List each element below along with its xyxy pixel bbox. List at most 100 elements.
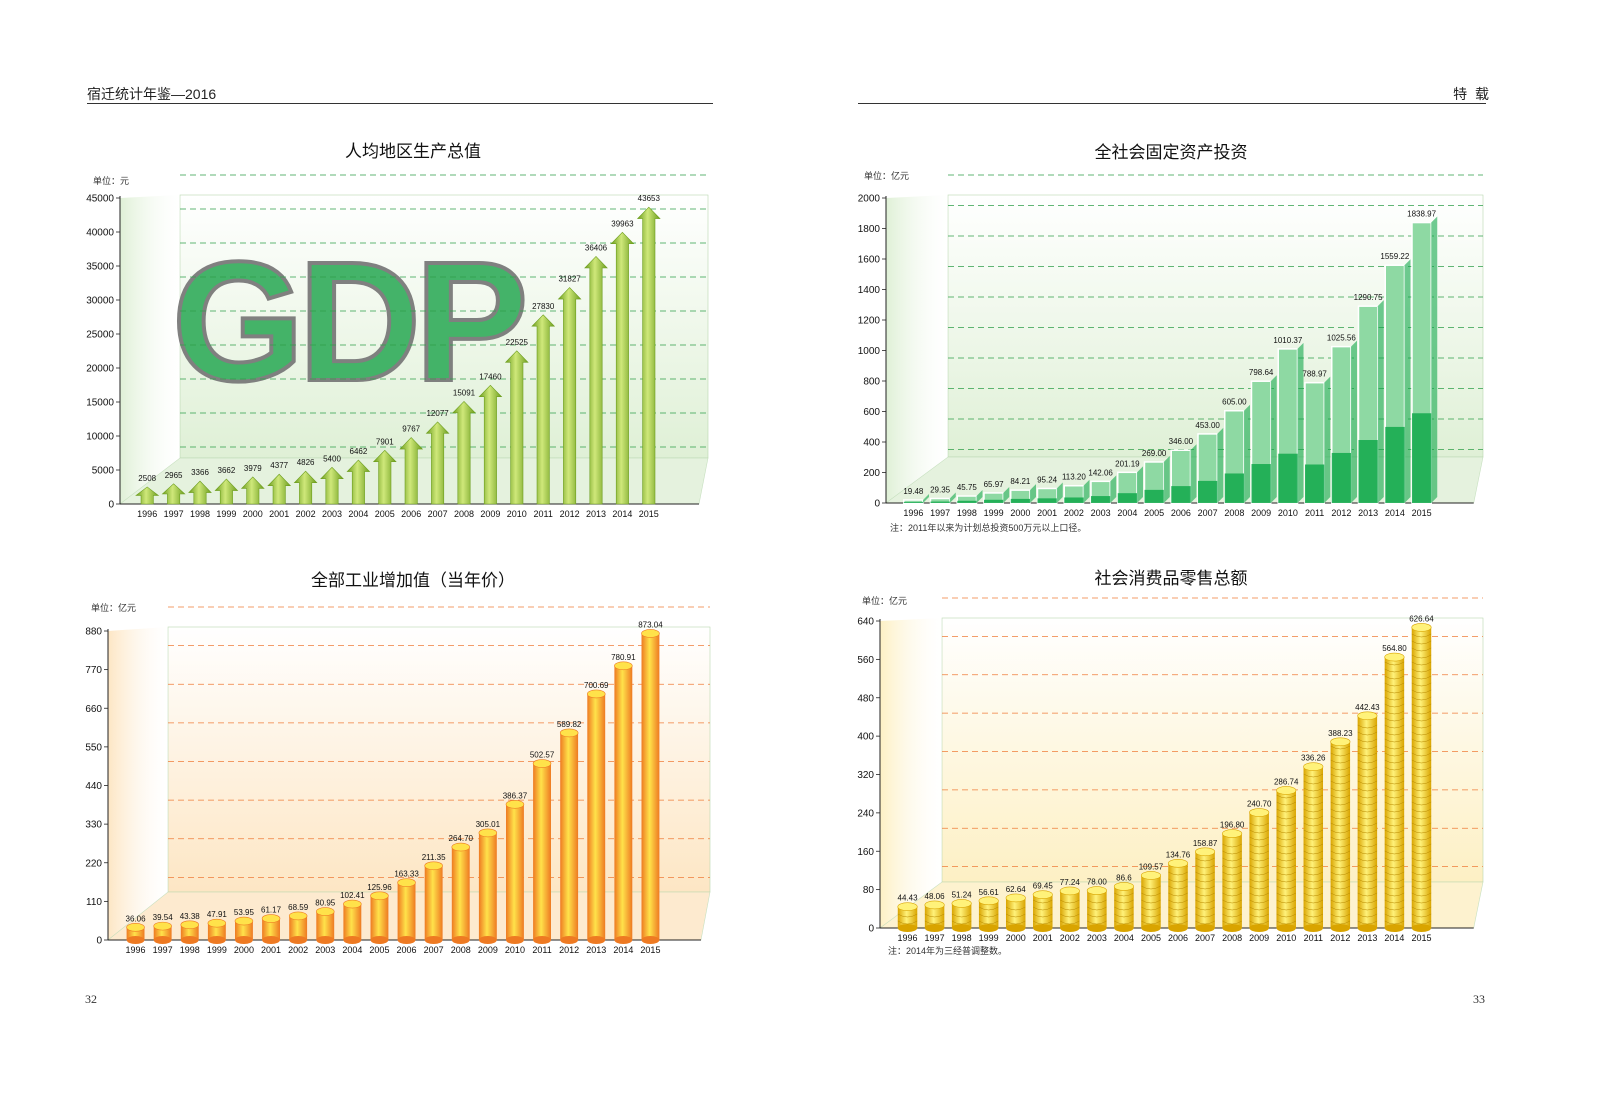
bar-mark <box>506 804 524 940</box>
bar-1997 <box>929 492 956 504</box>
bar-top <box>1357 711 1378 721</box>
bar-2010 <box>1276 786 1297 932</box>
bar-side <box>1297 342 1304 503</box>
bar-mark <box>584 256 608 505</box>
bar-bottom <box>424 936 443 944</box>
coin-edge <box>1357 843 1378 848</box>
bar-side <box>1244 404 1251 503</box>
y-tick-label: 880 <box>85 627 102 638</box>
data-label: 43.38 <box>180 912 201 921</box>
coin-edge <box>1222 857 1242 862</box>
coin-edge <box>1114 892 1134 897</box>
bar-bottom <box>1303 924 1324 932</box>
coin-edge <box>1168 892 1188 897</box>
coin-edge <box>1032 913 1053 918</box>
bar-2007 <box>425 421 450 505</box>
coin-edge <box>1222 843 1242 848</box>
x-tick-label: 2004 <box>342 945 362 955</box>
bar-2002 <box>288 911 308 944</box>
data-label: 7901 <box>376 437 394 446</box>
page-number-left: 32 <box>85 992 97 1006</box>
data-label: 39963 <box>611 219 634 228</box>
coin-edge <box>1357 885 1378 890</box>
coin-edge <box>1276 843 1297 848</box>
coin-edge <box>1357 864 1378 869</box>
coin-edge <box>1411 878 1432 883</box>
coin-edge <box>1303 906 1324 911</box>
coin-edge <box>1411 668 1432 673</box>
bar-mark <box>235 921 253 940</box>
data-label: 5400 <box>323 454 341 463</box>
coin-edge <box>1087 913 1107 918</box>
coin-edge <box>1357 731 1378 736</box>
bar-2006 <box>399 437 424 505</box>
bar-mark <box>1357 715 1378 928</box>
x-tick-label: 2001 <box>1033 933 1053 943</box>
y-tick-label: 30000 <box>86 296 114 307</box>
x-tick-label: 2003 <box>1087 933 1107 943</box>
coin-edge <box>1357 759 1378 764</box>
coin-edge <box>1330 892 1351 897</box>
bar-bottom <box>978 924 999 932</box>
coin-edge <box>951 920 972 925</box>
bar-base <box>1064 497 1084 503</box>
x-tick-label: 2000 <box>1010 508 1030 518</box>
chart-side-wall <box>886 195 948 503</box>
header-right-title: 特 载 <box>1453 86 1491 102</box>
x-tick-label: 2005 <box>369 945 389 955</box>
coin-edge <box>1330 836 1351 841</box>
bar-2009 <box>478 828 498 944</box>
x-tick-label: 2013 <box>586 509 606 519</box>
coin-edge <box>1249 829 1270 834</box>
header-rule-left <box>87 103 713 104</box>
coin-edge <box>1357 822 1378 827</box>
x-tick-label: 2010 <box>1276 933 1296 943</box>
bar-side <box>1137 466 1144 503</box>
y-tick-label: 330 <box>85 820 102 831</box>
coin-edge <box>1411 822 1432 827</box>
coin-edge <box>1384 843 1405 848</box>
coin-edge <box>1195 878 1215 883</box>
coin-edge <box>1330 752 1351 757</box>
data-label: 43653 <box>638 194 661 203</box>
data-label: 102.41 <box>340 891 365 900</box>
coin-edge <box>1276 808 1297 813</box>
coin-edge <box>1330 913 1351 918</box>
coin-edge <box>1222 920 1242 925</box>
bar-2005 <box>1140 871 1162 932</box>
coin-edge <box>1384 920 1405 925</box>
coin-edge <box>1303 773 1324 778</box>
coin-edge <box>1330 899 1351 904</box>
x-tick-label: 1996 <box>137 509 157 519</box>
coin-edge <box>1222 871 1242 876</box>
data-label: 125.96 <box>367 883 392 892</box>
coin-edge <box>1411 689 1432 694</box>
bar-2009 <box>478 384 503 505</box>
data-label: 56.61 <box>979 888 1000 897</box>
coin-edge <box>1357 801 1378 806</box>
y-tick-label: 220 <box>85 858 102 869</box>
bar-2010 <box>505 800 525 944</box>
coin-edge <box>1384 892 1405 897</box>
data-label: 45.75 <box>957 483 978 492</box>
x-tick-label: 2006 <box>401 509 421 519</box>
bar-mark <box>1411 627 1432 928</box>
y-tick-label: 0 <box>874 499 880 510</box>
x-tick-label: 1997 <box>930 508 950 518</box>
bar-bottom <box>587 936 606 944</box>
bar-base <box>1117 493 1138 503</box>
coin-edge <box>1303 885 1324 890</box>
coin-edge <box>1384 745 1405 750</box>
coin-edge <box>1330 864 1351 869</box>
data-label: 109.57 <box>1139 862 1164 871</box>
coin-edge <box>1195 885 1215 890</box>
x-tick-label: 2008 <box>1222 933 1242 943</box>
coin-edge <box>1411 724 1432 729</box>
bar-bottom <box>533 936 551 944</box>
bar-top <box>451 842 470 852</box>
coin-edge <box>1276 892 1297 897</box>
bar-bottom <box>1060 924 1080 932</box>
bar-mark <box>978 900 999 928</box>
bar-mark <box>320 466 344 505</box>
